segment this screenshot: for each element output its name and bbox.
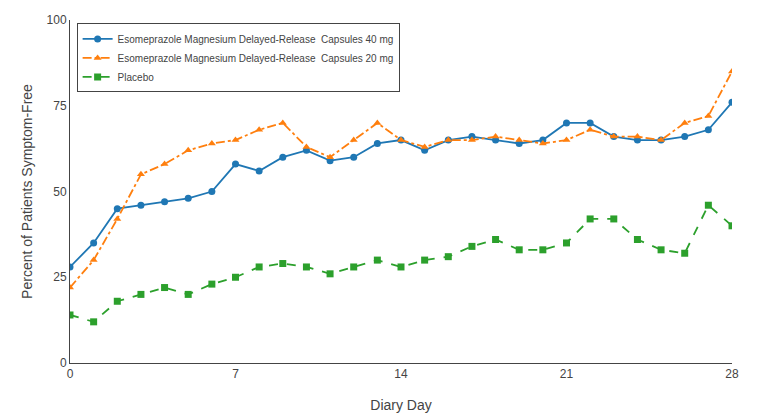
svg-text:0: 0 <box>67 367 74 381</box>
svg-text:Diary Day: Diary Day <box>370 397 431 413</box>
svg-text:25: 25 <box>53 270 67 284</box>
svg-text:28: 28 <box>725 367 739 381</box>
svg-text:Esomeprazole Magnesium Delayed: Esomeprazole Magnesium Delayed-Release C… <box>118 53 394 64</box>
svg-text:14: 14 <box>394 367 408 381</box>
svg-text:Placebo: Placebo <box>118 72 155 83</box>
svg-text:Esomeprazole Magnesium Delayed: Esomeprazole Magnesium Delayed-Release C… <box>118 34 394 45</box>
svg-text:100: 100 <box>47 13 67 27</box>
svg-text:0: 0 <box>60 356 67 370</box>
svg-text:50: 50 <box>53 185 67 199</box>
svg-text:Percent of Patients Symptom-Fr: Percent of Patients Symptom-Free <box>19 84 35 299</box>
svg-text:75: 75 <box>53 99 67 113</box>
svg-text:7: 7 <box>232 367 239 381</box>
svg-text:21: 21 <box>560 367 574 381</box>
